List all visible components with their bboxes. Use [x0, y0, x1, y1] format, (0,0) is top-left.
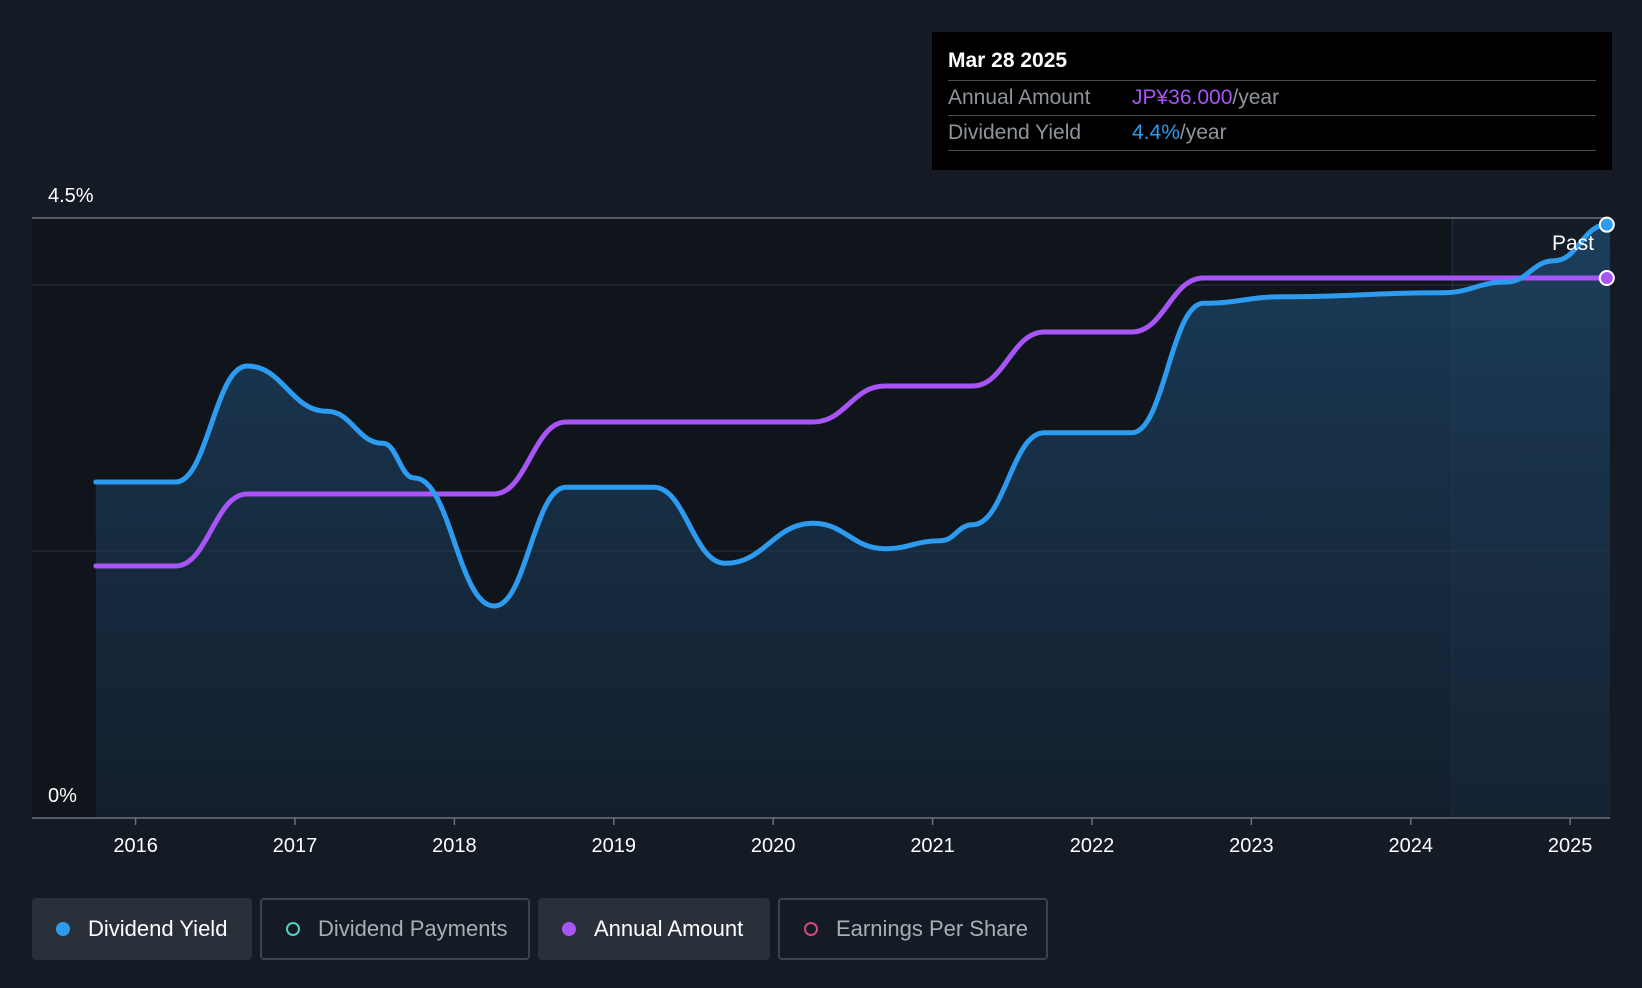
x-tick-label: 2018: [432, 835, 477, 857]
legend-dot-icon: [56, 922, 70, 936]
legend-earnings-per-share[interactable]: Earnings Per Share: [778, 898, 1048, 960]
legend-dot-icon: [562, 922, 576, 936]
legend-label: Dividend Yield: [88, 916, 228, 941]
legend-ring-icon: [804, 922, 818, 936]
x-tick-label: 2025: [1548, 835, 1593, 857]
x-tick-label: 2021: [910, 835, 955, 857]
tooltip-row-annual-amount: Annual Amount JP¥36.000 /year: [948, 80, 1596, 115]
tooltip-value: JP¥36.000: [1132, 86, 1233, 109]
tooltip-date: Mar 28 2025: [948, 49, 1068, 72]
x-tick-label: 2020: [751, 835, 796, 857]
legend-ring-icon: [286, 922, 300, 936]
tooltip-label: Dividend Yield: [948, 121, 1082, 144]
x-tick-label: 2022: [1070, 835, 1115, 857]
tooltip-value: 4.4%: [1132, 121, 1180, 144]
dividend-yield-line: [93, 222, 1610, 609]
annual-amount-end-marker: [1598, 270, 1615, 286]
legend-annual-amount[interactable]: Annual Amount: [538, 898, 770, 960]
tooltip-label: Annual Amount: [948, 86, 1091, 109]
tooltip-unit: /year: [1179, 121, 1227, 144]
x-tick-label: 2019: [592, 835, 637, 857]
legend-dividend-yield[interactable]: Dividend Yield: [32, 898, 252, 960]
legend-label: Annual Amount: [594, 916, 744, 941]
dividend-yield-area: [95, 224, 1610, 818]
dividend-yield-end-marker: [1598, 216, 1615, 233]
x-tick-label: 2016: [113, 835, 158, 857]
y-tick-label: 0%: [48, 785, 77, 807]
legend-label: Earnings Per Share: [836, 916, 1028, 941]
chart-tooltip: Mar 28 2025 Annual Amount JP¥36.000 /yea…: [932, 32, 1612, 170]
past-label: Past: [1552, 232, 1594, 255]
x-tick-label: 2024: [1389, 835, 1434, 857]
y-tick-label: 4.5%: [48, 185, 94, 207]
x-tick-label: 2023: [1229, 835, 1274, 857]
legend-label: Dividend Payments: [318, 916, 508, 941]
tooltip-row-dividend-yield: Dividend Yield 4.4% /year: [948, 115, 1596, 151]
legend-dividend-payments[interactable]: Dividend Payments: [260, 898, 530, 960]
x-tick-label: 2017: [273, 835, 318, 857]
annual-amount-line: [93, 275, 1610, 569]
tooltip-unit: /year: [1232, 86, 1280, 109]
